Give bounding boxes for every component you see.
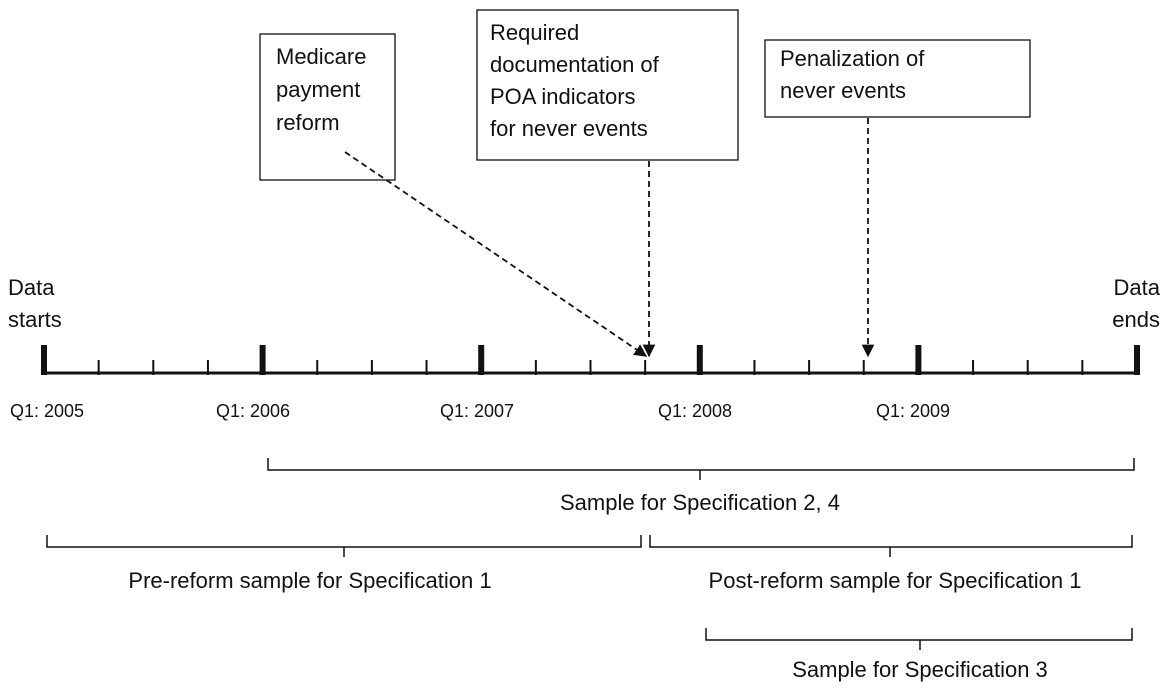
label-line: Medicare bbox=[276, 44, 366, 69]
label-line: Data bbox=[8, 275, 55, 300]
label-line: for never events bbox=[490, 116, 648, 141]
axis-label: Q1: 2005 bbox=[10, 401, 84, 421]
label-line: ends bbox=[1112, 307, 1160, 332]
axis-label: Q1: 2006 bbox=[216, 401, 290, 421]
label-line: starts bbox=[8, 307, 62, 332]
axis-label: Q1: 2007 bbox=[440, 401, 514, 421]
event-arrow bbox=[344, 151, 648, 357]
sample-bracket bbox=[705, 628, 1133, 650]
sample-label: Post-reform sample for Specification 1 bbox=[709, 568, 1082, 593]
label-line: POA indicators bbox=[490, 84, 636, 109]
label-line: reform bbox=[276, 110, 340, 135]
label-line: never events bbox=[780, 78, 906, 103]
sample-label: Sample for Specification 2, 4 bbox=[560, 490, 840, 515]
sample-bracket bbox=[649, 535, 1133, 557]
sample-bracket bbox=[46, 535, 642, 557]
label-line: Required bbox=[490, 20, 579, 45]
axis-label: Q1: 2008 bbox=[658, 401, 732, 421]
sample-bracket bbox=[267, 458, 1135, 480]
event-box bbox=[476, 9, 739, 161]
event-box bbox=[259, 33, 396, 181]
sample-label: Sample for Specification 3 bbox=[792, 657, 1048, 682]
label-line: documentation of bbox=[490, 52, 660, 77]
label-line: Data bbox=[1114, 275, 1161, 300]
label-line: payment bbox=[276, 77, 360, 102]
sample-label: Pre-reform sample for Specification 1 bbox=[128, 568, 491, 593]
label-line: Penalization of bbox=[780, 46, 925, 71]
axis-label: Q1: 2009 bbox=[876, 401, 950, 421]
event-box bbox=[764, 39, 1031, 118]
